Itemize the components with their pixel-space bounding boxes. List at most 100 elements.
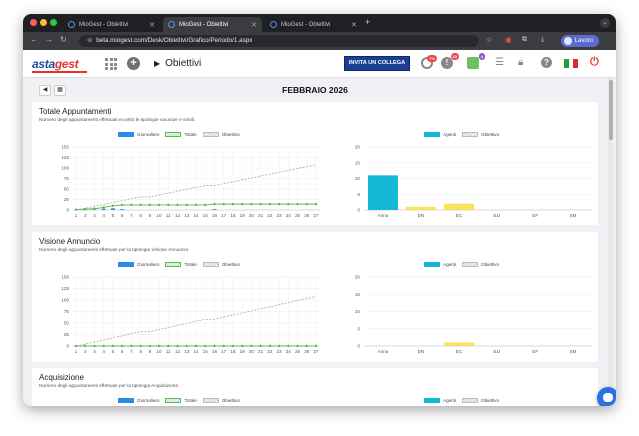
y-tick-label: 0 xyxy=(357,344,360,349)
x-tick-label: 19 xyxy=(240,213,246,218)
total-point xyxy=(102,344,105,348)
logo[interactable]: astagest xyxy=(32,57,79,71)
close-tab-icon[interactable]: ✕ xyxy=(351,21,357,29)
total-point xyxy=(148,203,152,207)
maximize-window-icon[interactable] xyxy=(50,19,57,26)
legend-label-target: Obiettivo xyxy=(221,132,240,137)
y-tick-label: 0 xyxy=(357,208,360,213)
legend-swatch-agents[interactable] xyxy=(424,262,440,267)
daily-bar xyxy=(101,208,106,210)
legend-swatch-total[interactable] xyxy=(165,262,182,267)
page-title: ▶ Obiettivi xyxy=(154,58,201,69)
help-icon[interactable]: ? xyxy=(541,57,552,68)
legend-swatch-target[interactable] xyxy=(202,262,219,267)
x-tick-label: 4 xyxy=(102,213,105,218)
month-label: FEBBRAIO 2026 xyxy=(282,85,348,95)
flag-stripe xyxy=(573,59,579,68)
x-tick-label: 21 xyxy=(258,349,264,354)
y-tick-label: 20 xyxy=(355,145,361,150)
extensions-puzzle-icon[interactable]: ⧉ xyxy=(522,36,527,43)
alert-icon[interactable]: ! 10 xyxy=(441,53,459,69)
target-icon[interactable]: 7% xyxy=(421,55,437,69)
apps-grid-icon[interactable] xyxy=(105,58,117,70)
x-tick-label: 5 xyxy=(112,349,115,354)
x-tick-label: 25 xyxy=(295,213,301,218)
avatar xyxy=(563,37,572,45)
legend-swatch-target[interactable] xyxy=(202,132,219,137)
total-point xyxy=(240,202,244,206)
legend-swatch-total[interactable] xyxy=(165,132,182,137)
minimize-window-icon[interactable] xyxy=(40,19,47,26)
x-tick-label: 26 xyxy=(304,349,310,354)
x-tick-label: ELI xyxy=(494,349,501,354)
new-tab-icon[interactable]: + xyxy=(365,17,371,27)
total-point xyxy=(167,203,170,207)
total-point xyxy=(74,208,78,211)
page-title-text: Obiettivi xyxy=(165,58,202,69)
download-icon[interactable]: ⤓ xyxy=(541,36,545,43)
legend-swatch-daily[interactable] xyxy=(118,398,134,403)
legend-swatch-target[interactable] xyxy=(462,132,479,137)
chat-button[interactable] xyxy=(597,387,616,406)
lock-icon[interactable]: 🔒︎ xyxy=(518,57,524,68)
italian-flag-icon[interactable] xyxy=(564,59,579,68)
scrollbar[interactable] xyxy=(608,78,613,406)
total-point xyxy=(120,344,124,348)
x-tick-label: 12 xyxy=(175,349,181,354)
profile-button[interactable]: Lavoro xyxy=(560,35,599,47)
legend-swatch-agents[interactable] xyxy=(424,132,440,137)
user-avatar[interactable]: 4 xyxy=(467,53,485,69)
close-window-icon[interactable] xyxy=(30,19,37,26)
profile-label: Lavoro xyxy=(574,38,593,44)
invite-colleague-button[interactable]: INVITA UN COLLEGA xyxy=(344,56,410,71)
sliders-icon[interactable]: ☰ xyxy=(495,57,504,68)
x-tick-label: 2 xyxy=(84,213,87,218)
chevron-down-icon[interactable]: ⌄ xyxy=(600,18,610,28)
browser-tab-2[interactable]: MioGest - Obiettivi ✕ xyxy=(163,17,262,32)
x-tick-label: DN xyxy=(418,349,425,354)
x-tick-label: 11 xyxy=(166,213,171,218)
browser-tab-1[interactable]: MioGest - Obiettivi ✕ xyxy=(63,17,160,32)
extension-icon[interactable]: ▣ xyxy=(505,37,512,44)
close-tab-icon[interactable]: ✕ xyxy=(149,21,155,29)
scroll-thumb[interactable] xyxy=(608,80,613,140)
total-point xyxy=(250,202,253,206)
site-info-icon[interactable]: ⊜ xyxy=(87,37,93,44)
agent-bar xyxy=(368,175,398,210)
reload-icon[interactable]: ↻ xyxy=(60,35,67,44)
target-bar xyxy=(444,342,474,346)
total-point xyxy=(93,344,96,348)
y-tick-label: 125 xyxy=(61,155,69,160)
flag-stripe xyxy=(568,59,574,68)
x-tick-label: 15 xyxy=(203,213,209,218)
legend-label-agents: Agenti xyxy=(443,398,457,403)
forward-arrow-icon[interactable]: → xyxy=(45,35,53,44)
calendar-icon[interactable]: ▦ xyxy=(54,85,66,96)
legend-swatch-daily[interactable] xyxy=(118,262,134,267)
previous-month-button[interactable]: ◀ xyxy=(39,85,51,96)
legend-label-daily: Giornaliero xyxy=(137,398,160,403)
legend-label-total: Totale xyxy=(184,132,197,137)
bookmark-star-icon[interactable]: ☆ xyxy=(486,37,493,44)
total-point xyxy=(130,203,133,207)
close-tab-icon[interactable]: ✕ xyxy=(251,21,257,29)
legend-swatch-agents[interactable] xyxy=(424,398,440,403)
x-tick-label: 15 xyxy=(203,349,209,354)
x-tick-label: 27 xyxy=(313,213,319,218)
x-tick-label: 3 xyxy=(93,213,96,218)
legend-swatch-target[interactable] xyxy=(202,398,219,403)
total-point xyxy=(139,203,142,207)
y-tick-label: 10 xyxy=(355,176,361,181)
legend-swatch-total[interactable] xyxy=(165,398,182,403)
power-icon[interactable]: ⏻ xyxy=(590,56,599,68)
legend-swatch-daily[interactable] xyxy=(118,132,134,137)
add-icon[interactable]: + xyxy=(127,57,140,70)
browser-tab-3[interactable]: MioGest - Obiettivi ✕ xyxy=(265,17,362,32)
back-arrow-icon[interactable]: ← xyxy=(30,35,38,44)
x-tick-label: 21 xyxy=(258,213,264,218)
legend-swatch-target[interactable] xyxy=(462,398,479,403)
legend-swatch-target[interactable] xyxy=(462,262,479,267)
y-tick-label: 150 xyxy=(61,275,69,280)
url-field[interactable]: ⊜ beta.miogest.com/Desk/Obiettivi/Grafico… xyxy=(79,35,479,47)
